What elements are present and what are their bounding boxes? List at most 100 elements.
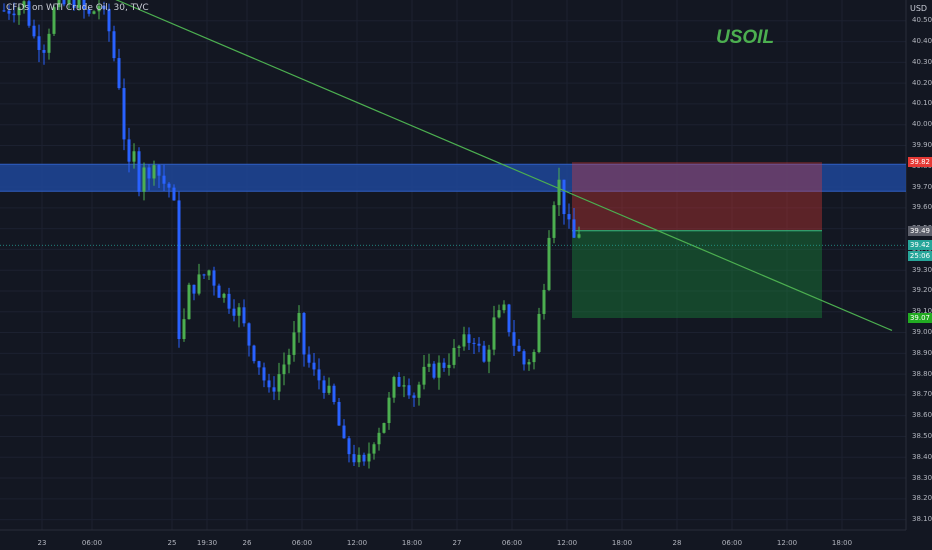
x-tick-label: 12:00 bbox=[346, 539, 368, 547]
candle-body bbox=[172, 187, 176, 201]
candle-body bbox=[287, 354, 291, 365]
y-tick-label: 40.20 bbox=[912, 78, 932, 87]
candle-body bbox=[542, 289, 546, 314]
candle-body bbox=[332, 385, 336, 402]
y-tick-label: 40.40 bbox=[912, 37, 932, 46]
candlestick-series bbox=[2, 0, 581, 469]
y-tick-label: 39.20 bbox=[912, 286, 932, 295]
candle-body bbox=[157, 165, 161, 176]
candle-body bbox=[572, 219, 576, 238]
candle-body bbox=[72, 0, 76, 8]
x-tick-label: 18:00 bbox=[831, 539, 853, 547]
price-badge: 39.07 bbox=[908, 313, 932, 323]
candle-body bbox=[52, 7, 56, 34]
y-tick-label: 38.90 bbox=[912, 348, 932, 357]
candle-body bbox=[97, 5, 101, 12]
price-badge: 39.42 bbox=[908, 240, 932, 251]
candle-body bbox=[27, 1, 31, 26]
chart-grid bbox=[0, 0, 907, 531]
x-tick-label: 06:00 bbox=[291, 539, 313, 547]
x-tick-label: 06:00 bbox=[721, 539, 743, 547]
y-tick-label: 38.40 bbox=[912, 452, 932, 461]
candle-body bbox=[537, 313, 541, 353]
candle-body bbox=[532, 352, 536, 363]
y-tick-label: 40.30 bbox=[912, 57, 932, 66]
candle-body bbox=[67, 0, 71, 5]
candle-body bbox=[567, 214, 571, 220]
take-profit-zone bbox=[572, 230, 822, 318]
chart-overlay bbox=[0, 0, 906, 332]
x-tick-label: 12:00 bbox=[556, 539, 578, 547]
candle-body bbox=[557, 179, 561, 206]
x-tick-label: 28 bbox=[672, 539, 682, 547]
candle-body bbox=[37, 36, 41, 50]
stop-loss-zone bbox=[572, 162, 822, 231]
candle-body bbox=[452, 347, 456, 365]
candle-body bbox=[522, 351, 526, 365]
candle-body bbox=[202, 274, 206, 276]
candle-body bbox=[347, 438, 351, 455]
candle-body bbox=[262, 367, 266, 381]
candle-body bbox=[317, 369, 321, 381]
candle-body bbox=[57, 0, 61, 8]
x-tick-label: 25 bbox=[167, 539, 177, 547]
y-tick-label: 38.60 bbox=[912, 411, 932, 420]
candle-body bbox=[302, 312, 306, 355]
x-tick-label: 27 bbox=[452, 539, 462, 547]
candle-body bbox=[417, 384, 421, 398]
candle-body bbox=[167, 183, 171, 188]
candle-body bbox=[517, 345, 521, 352]
candle-body bbox=[22, 1, 26, 8]
candle-body bbox=[457, 346, 461, 348]
candle-body bbox=[177, 200, 181, 340]
candle-body bbox=[87, 9, 91, 14]
candle-body bbox=[192, 284, 196, 294]
y-tick-label: 38.10 bbox=[912, 515, 932, 524]
candle-body bbox=[227, 293, 231, 309]
x-tick-label: 06:00 bbox=[81, 539, 103, 547]
candle-body bbox=[322, 380, 326, 393]
candle-body bbox=[547, 237, 551, 290]
candle-body bbox=[437, 362, 441, 378]
candle-body bbox=[12, 13, 16, 16]
candle-body bbox=[42, 49, 46, 53]
usoil-annotation: USOIL bbox=[716, 27, 775, 48]
y-tick-label: 39.60 bbox=[912, 203, 932, 212]
candle-body bbox=[312, 362, 316, 370]
candle-body bbox=[212, 270, 216, 286]
y-tick-label: 38.80 bbox=[912, 369, 932, 378]
instrument-title: CFDs on WTI Crude Oil, 30, TVC bbox=[6, 3, 149, 13]
candle-body bbox=[307, 354, 311, 363]
candle-body bbox=[382, 423, 386, 433]
candle-body bbox=[412, 395, 416, 398]
candle-body bbox=[432, 363, 436, 378]
candle-body bbox=[2, 10, 6, 12]
candle-body bbox=[272, 387, 276, 392]
y-tick-label: 38.50 bbox=[912, 431, 932, 440]
y-tick-label: 40.50 bbox=[912, 16, 932, 25]
y-tick-label: 39.90 bbox=[912, 140, 932, 149]
x-tick-label: 12:00 bbox=[776, 539, 798, 547]
candle-body bbox=[142, 167, 146, 192]
candle-body bbox=[117, 58, 121, 89]
price-badge: 39.49 bbox=[908, 225, 932, 236]
candle-body bbox=[297, 312, 301, 333]
candle-body bbox=[77, 0, 81, 8]
candle-body bbox=[187, 284, 191, 320]
candle-body bbox=[182, 319, 186, 340]
candle-body bbox=[137, 151, 141, 192]
candle-body bbox=[152, 165, 156, 179]
y-tick-label: 40.10 bbox=[912, 99, 932, 108]
y-tick-label: 38.20 bbox=[912, 494, 932, 503]
candle-body bbox=[502, 304, 506, 311]
candle-body bbox=[577, 234, 581, 238]
candle-body bbox=[372, 444, 376, 454]
x-tick-label: 18:00 bbox=[401, 539, 423, 547]
candle-body bbox=[237, 307, 241, 316]
candle-body bbox=[357, 454, 361, 463]
x-tick-label: 06:00 bbox=[501, 539, 523, 547]
candle-body bbox=[467, 334, 471, 343]
candle-body bbox=[497, 310, 501, 318]
candle-body bbox=[247, 323, 251, 346]
